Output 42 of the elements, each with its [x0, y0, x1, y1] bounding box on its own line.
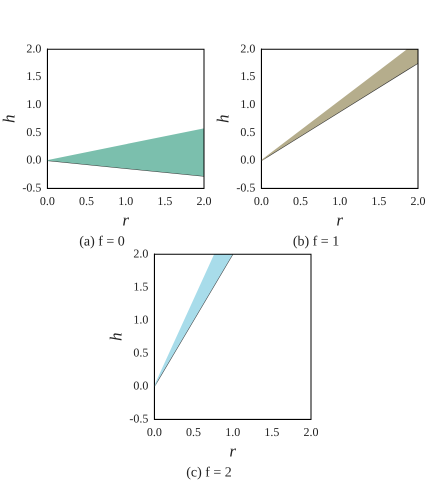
y-tick-label: -0.5 [236, 180, 256, 195]
x-tick-label: 0.0 [40, 194, 55, 208]
x-tick-label: 0.0 [254, 194, 269, 208]
x-tick-label: 2.0 [196, 194, 212, 208]
y-tick-label: -0.5 [129, 412, 148, 426]
y-tick-label: 2.0 [133, 246, 148, 260]
y-tick-label: 1.0 [240, 97, 256, 112]
x-tick-label: 1.5 [157, 194, 172, 208]
x-tick-label: 1.0 [118, 194, 134, 208]
y-tick-label: 1.0 [26, 97, 42, 112]
y-tick-label: 1.0 [133, 312, 148, 326]
y-tick-label: 1.5 [240, 69, 256, 84]
x-tick-label: 1.0 [225, 424, 240, 439]
x-tick-label: 1.5 [264, 424, 280, 439]
x-tick-label: 2.0 [304, 424, 318, 439]
y-axis-title: h [214, 114, 233, 124]
x-tick-label: 1.5 [371, 194, 386, 208]
x-tick-label: 2.0 [410, 194, 426, 208]
x-axis-title: r [229, 441, 236, 460]
y-tick-label: 0.5 [133, 345, 148, 360]
y-tick-label: 0.5 [26, 124, 42, 139]
y-tick-label: 0.0 [26, 152, 42, 167]
x-tick-label: 0.5 [79, 194, 94, 208]
text: (a) f = 0 [79, 234, 125, 250]
y-axis-title: h [0, 114, 19, 124]
x-tick-label: 0.5 [293, 194, 308, 208]
text: (b) f = 1 [292, 234, 340, 250]
y-tick-label: 0.5 [240, 124, 256, 139]
y-tick-label: 0.0 [240, 152, 256, 167]
y-tick-label: 0.0 [133, 378, 148, 393]
y-tick-label: 2.0 [240, 41, 256, 56]
y-tick-label: 2.0 [26, 41, 42, 56]
y-tick-label: -0.5 [22, 180, 42, 195]
text: (c) f = 2 [186, 465, 232, 480]
x-tick-label: 1.0 [332, 194, 348, 208]
y-axis-title: h [106, 332, 126, 342]
x-axis-title: r [336, 210, 344, 230]
x-tick-label: 0.0 [146, 424, 162, 439]
x-tick-label: 0.5 [186, 424, 202, 439]
x-axis-title: r [122, 210, 130, 230]
y-tick-label: 1.5 [26, 69, 42, 84]
y-tick-label: 1.5 [133, 279, 148, 294]
